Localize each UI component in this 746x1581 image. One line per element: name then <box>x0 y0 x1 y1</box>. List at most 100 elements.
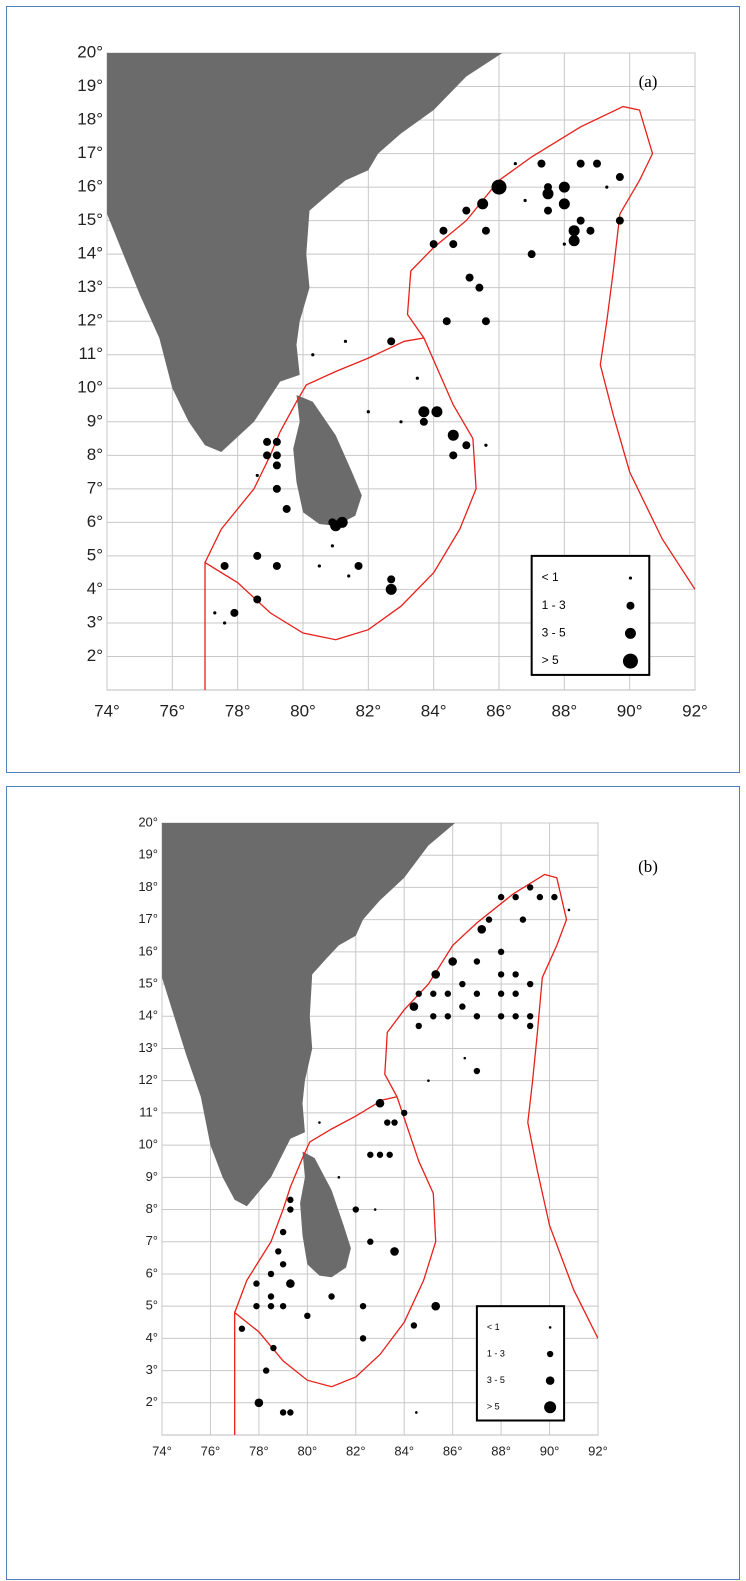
map-panel: 74° 76° 78° 80° 82° 84° 86° 88° 90° 92° 2° 3° 4° 5° 6°… <box>77 42 708 720</box>
catch-point <box>497 948 505 956</box>
catch-point <box>213 611 217 615</box>
catch-point <box>523 198 527 203</box>
x-tick-label: 88° <box>551 701 577 720</box>
catch-point <box>272 561 281 570</box>
catch-point <box>253 551 262 560</box>
catch-point <box>477 924 487 934</box>
catch-point <box>497 893 505 901</box>
land <box>300 1151 351 1278</box>
eez-boundary <box>204 337 425 563</box>
catch-point <box>512 971 519 978</box>
x-tick-label: 86° <box>486 701 512 720</box>
catch-point <box>366 410 370 414</box>
catch-point <box>401 1109 408 1117</box>
catch-point <box>439 226 448 235</box>
catch-point <box>473 1013 481 1020</box>
catch-point <box>263 451 272 460</box>
catch-point <box>484 443 488 447</box>
y-tick-label: 5° <box>146 1298 158 1313</box>
x-tick-label: 86° <box>443 1443 463 1458</box>
x-tick-label: 76° <box>159 701 185 720</box>
y-tick-label: 6° <box>146 1265 158 1280</box>
x-tick-label: 80° <box>297 1443 317 1458</box>
y-tick-label: 4° <box>87 579 103 598</box>
catch-point <box>562 242 566 246</box>
catch-point <box>410 1322 418 1329</box>
legend-label: 1 - 3 <box>542 598 566 612</box>
y-tick-label: 14° <box>77 244 103 263</box>
catch-point <box>279 1261 287 1268</box>
catch-point <box>481 226 490 235</box>
legend-symbol <box>548 1326 552 1329</box>
catch-point <box>399 420 403 424</box>
catch-point <box>542 188 554 200</box>
catch-point <box>263 437 272 446</box>
y-tick-label: 19° <box>138 847 158 862</box>
legend-label: 3 - 5 <box>542 626 566 640</box>
catch-point <box>287 1206 294 1213</box>
y-tick-label: 15° <box>138 975 158 990</box>
catch-point <box>442 317 451 326</box>
catch-point <box>576 216 585 225</box>
x-tick-label: 90° <box>540 1443 560 1458</box>
catch-point <box>462 441 471 450</box>
y-tick-label: 16° <box>77 177 103 196</box>
panel-label: (b) <box>638 857 658 876</box>
y-tick-label: 8° <box>87 445 103 464</box>
catch-point <box>253 1280 260 1287</box>
catch-point <box>328 1293 335 1300</box>
x-tick-label: 84° <box>394 1443 414 1458</box>
legend-symbol <box>628 576 633 580</box>
y-tick-label: 16° <box>138 943 158 958</box>
catch-point <box>304 1312 311 1320</box>
catch-point <box>390 1247 399 1256</box>
catch-point <box>473 990 481 997</box>
eez-boundary <box>234 873 598 1435</box>
x-tick-label: 88° <box>491 1443 511 1458</box>
catch-point <box>448 957 457 966</box>
catch-point <box>267 1293 275 1300</box>
catch-point <box>272 484 281 493</box>
catch-point <box>375 1098 385 1108</box>
catch-point <box>238 1325 246 1332</box>
catch-point <box>449 240 458 249</box>
catch-point <box>491 179 507 195</box>
legend-symbol <box>624 627 636 639</box>
land <box>162 823 456 1207</box>
catch-point <box>223 621 227 625</box>
legend-symbol <box>622 653 638 669</box>
catch-point <box>429 240 438 249</box>
catch-point <box>551 893 558 901</box>
catch-point <box>253 1302 260 1310</box>
catch-point <box>459 1003 466 1010</box>
map-layer <box>107 53 695 690</box>
eez-boundary <box>234 1096 398 1313</box>
catch-point <box>359 1302 367 1310</box>
x-tick-label: 84° <box>421 701 447 720</box>
catch-point <box>568 235 580 247</box>
catch-point <box>462 206 471 215</box>
x-tick-label: 90° <box>617 701 643 720</box>
y-tick-label: 5° <box>87 545 103 564</box>
land <box>107 53 503 452</box>
catch-point <box>230 608 239 617</box>
catch-point <box>286 1279 295 1288</box>
x-tick-label: 92° <box>588 1443 608 1458</box>
catch-point <box>262 1367 270 1374</box>
catch-point <box>449 451 458 460</box>
legend-symbol <box>546 1350 554 1358</box>
catch-point <box>497 1013 505 1020</box>
catch-point <box>317 564 321 568</box>
catch-point <box>477 198 489 210</box>
catch-point <box>270 1344 277 1352</box>
y-tick-label: 11° <box>79 344 103 363</box>
legend-symbol <box>626 601 635 610</box>
catch-point <box>558 181 570 193</box>
y-tick-label: 14° <box>138 1008 158 1023</box>
y-tick-label: 18° <box>77 110 103 129</box>
catch-point <box>527 250 536 259</box>
catch-point <box>279 1228 287 1236</box>
y-tick-label: 3° <box>146 1362 158 1377</box>
legend-label: 3 - 5 <box>487 1375 505 1385</box>
